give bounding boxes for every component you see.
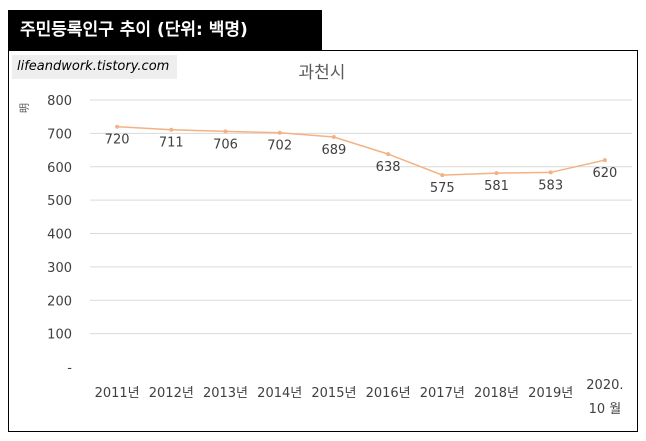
y-tick-label: 800 — [47, 94, 72, 109]
data-label: 711 — [159, 136, 184, 151]
chart-title: 과천시 — [299, 63, 346, 83]
data-label: 575 — [430, 181, 455, 196]
x-tick-label: 2015년 — [311, 386, 356, 401]
y-tick-label: 400 — [47, 228, 72, 243]
x-tick-label: 2016년 — [366, 386, 411, 401]
data-point — [386, 152, 391, 157]
x-tick-labels: 2011년 2012년 2013년 2014년 2015년 2016년 2017년 2018년… — [95, 378, 624, 417]
data-point — [548, 170, 553, 175]
data-label: 620 — [592, 166, 617, 181]
series-line — [117, 125, 606, 176]
x-tick-label: 2012년 — [149, 386, 194, 401]
chart-banner-title: 주민등록인구 추이 (단위: 백명) — [8, 10, 322, 50]
y-tick-label: 300 — [47, 261, 72, 276]
data-point — [223, 129, 228, 134]
y-tick-label: 700 — [47, 127, 72, 142]
data-point — [169, 127, 174, 132]
x-tick-label: 2014년 — [257, 386, 302, 401]
y-tick-label: 200 — [47, 294, 72, 309]
data-label: 638 — [376, 160, 401, 175]
y-tick-label: 100 — [47, 328, 72, 343]
x-tick-label: 2019년 — [528, 386, 573, 401]
watermark-text: lifeandwork.tistory.com — [12, 55, 177, 79]
y-tick-label: 500 — [47, 194, 72, 209]
data-label: 583 — [538, 178, 563, 193]
x-tick-label: 2013년 — [203, 386, 248, 401]
y-tick-label: 600 — [47, 161, 72, 176]
data-labels: 720 711 706 702 689 638 575 581 583 620 — [105, 133, 618, 196]
data-point — [494, 171, 499, 176]
gridlines — [90, 99, 632, 335]
series-points — [115, 124, 607, 178]
data-label: 720 — [105, 133, 130, 148]
x-tick-label: 2011년 — [95, 386, 140, 401]
data-point — [277, 130, 282, 135]
chart-frame — [8, 50, 638, 432]
data-label: 702 — [267, 139, 292, 154]
x-tick-label: 2018년 — [474, 386, 519, 401]
data-point — [440, 173, 445, 178]
data-point — [602, 158, 607, 163]
data-label: 706 — [213, 137, 238, 152]
data-point — [115, 124, 120, 129]
data-label: 581 — [484, 179, 509, 194]
y-axis-label: 明 — [19, 103, 31, 113]
y-tick-label: - — [67, 361, 72, 376]
x-tick-label: 2020. 10 월 — [586, 378, 623, 417]
data-label: 689 — [321, 143, 346, 158]
y-tick-labels: - 100 200 300 400 500 600 700 800 — [47, 94, 72, 376]
data-point — [331, 135, 336, 140]
x-tick-label: 2017년 — [420, 386, 465, 401]
